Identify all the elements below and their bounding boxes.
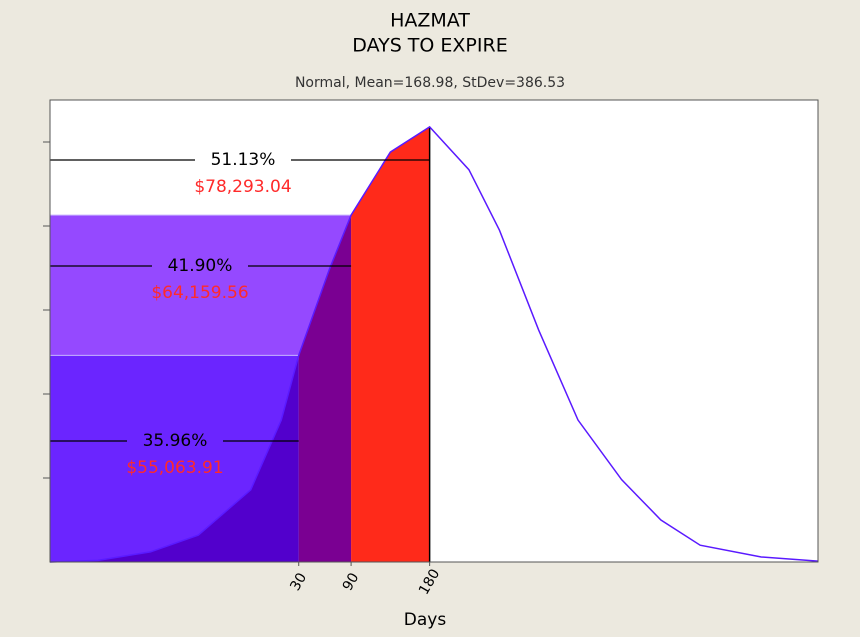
x-tick-label: 30 [287,570,310,593]
region-fill [351,126,430,562]
plot-frame [49,99,819,563]
amount-label: $64,159.56 [151,283,248,303]
chart-title: HAZMAT [390,10,470,32]
percent-label: 51.13% [211,150,276,170]
x-tick-label: 90 [340,570,363,593]
x-axis-label: Days [404,610,447,630]
chart-caption: Normal, Mean=168.98, StDev=386.53 [295,75,565,91]
density-curve [49,125,819,563]
amount-label: $55,063.91 [126,458,223,478]
region-fill [50,355,299,562]
amount-label: $78,293.04 [194,177,291,197]
x-tick-label: 180 [416,566,443,597]
percent-label: 35.96% [143,431,208,451]
region-fill [298,215,352,562]
percent-label: 41.90% [168,256,233,276]
chart-subtitle: DAYS TO EXPIRE [352,35,507,57]
